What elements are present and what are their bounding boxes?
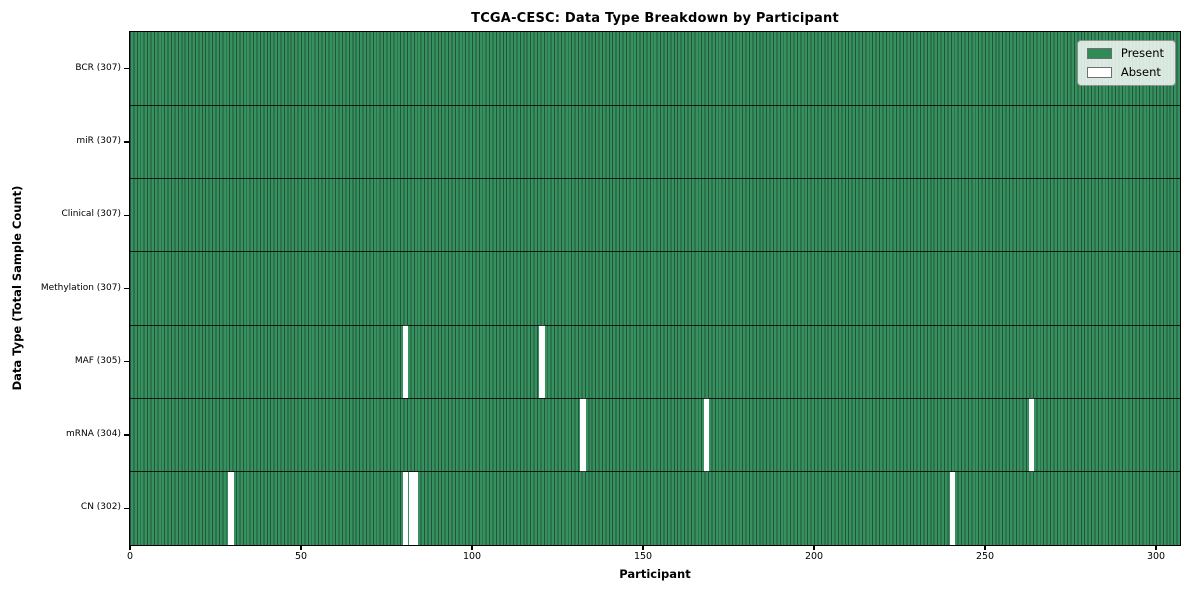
x-tick-label: 100 <box>462 551 482 562</box>
x-tick-mark <box>300 546 302 550</box>
row-separator <box>130 471 1180 473</box>
x-tick-label: 300 <box>1146 551 1166 562</box>
row-separator <box>130 178 1180 180</box>
y-tick-label-clinical: Clinical (307) <box>61 209 121 220</box>
y-tick-mark <box>124 287 129 290</box>
x-tick-label: 50 <box>294 551 308 562</box>
absent-stripe <box>1028 398 1034 472</box>
legend-entry-absent: Absent <box>1086 64 1164 79</box>
y-tick-mark <box>124 507 129 509</box>
y-tick-label-maf: MAF (305) <box>74 355 121 366</box>
y-tick-label-cn: CN (302) <box>80 502 121 513</box>
y-tick-mark <box>124 434 129 436</box>
x-tick-mark <box>642 546 644 550</box>
x-tick-mark <box>813 546 815 550</box>
x-tick-mark <box>471 546 473 550</box>
x-tick-label: 250 <box>975 551 995 562</box>
row-separator <box>130 397 1180 399</box>
absent-stripe <box>402 471 409 545</box>
x-tick-mark <box>984 546 986 550</box>
plot-area: Present Absent <box>129 31 1181 546</box>
row-separator <box>130 324 1180 326</box>
y-tick-label-methylation: Methylation (307) <box>40 282 121 293</box>
x-tick-label: 150 <box>633 551 653 562</box>
y-tick-mark <box>124 214 129 216</box>
legend-swatch-present <box>1086 48 1112 60</box>
legend: Present Absent <box>1076 40 1176 86</box>
y-tick-label-mrna: mRNA (304) <box>66 429 121 440</box>
row-separator <box>130 251 1180 253</box>
absent-stripe <box>228 471 234 545</box>
legend-label: Absent <box>1120 64 1161 79</box>
legend-swatch-absent <box>1086 66 1112 78</box>
legend-label: Present <box>1120 46 1164 60</box>
absent-stripe <box>409 471 415 545</box>
row-separator <box>130 104 1180 106</box>
y-tick-label-bcr: BCR (307) <box>75 62 121 73</box>
legend-entry-present: Present <box>1086 46 1164 60</box>
chart-title: TCGA-CESC: Data Type Breakdown by Partic… <box>471 11 839 26</box>
y-tick-mark <box>124 141 129 143</box>
x-tick-label: 200 <box>804 551 824 562</box>
y-tick-label-mir: miR (307) <box>76 135 121 146</box>
absent-stripe <box>402 325 409 399</box>
absent-stripe <box>703 398 709 472</box>
y-tick-mark <box>124 68 129 70</box>
x-tick-mark <box>1155 546 1157 550</box>
absent-stripe <box>539 325 545 399</box>
absent-stripe <box>412 471 419 545</box>
x-tick-label: 0 <box>126 551 134 562</box>
absent-stripe <box>580 398 586 472</box>
y-tick-mark <box>124 361 129 363</box>
x-tick-mark <box>129 546 131 550</box>
absent-stripe <box>949 471 956 545</box>
x-axis-label: Participant <box>619 567 691 581</box>
